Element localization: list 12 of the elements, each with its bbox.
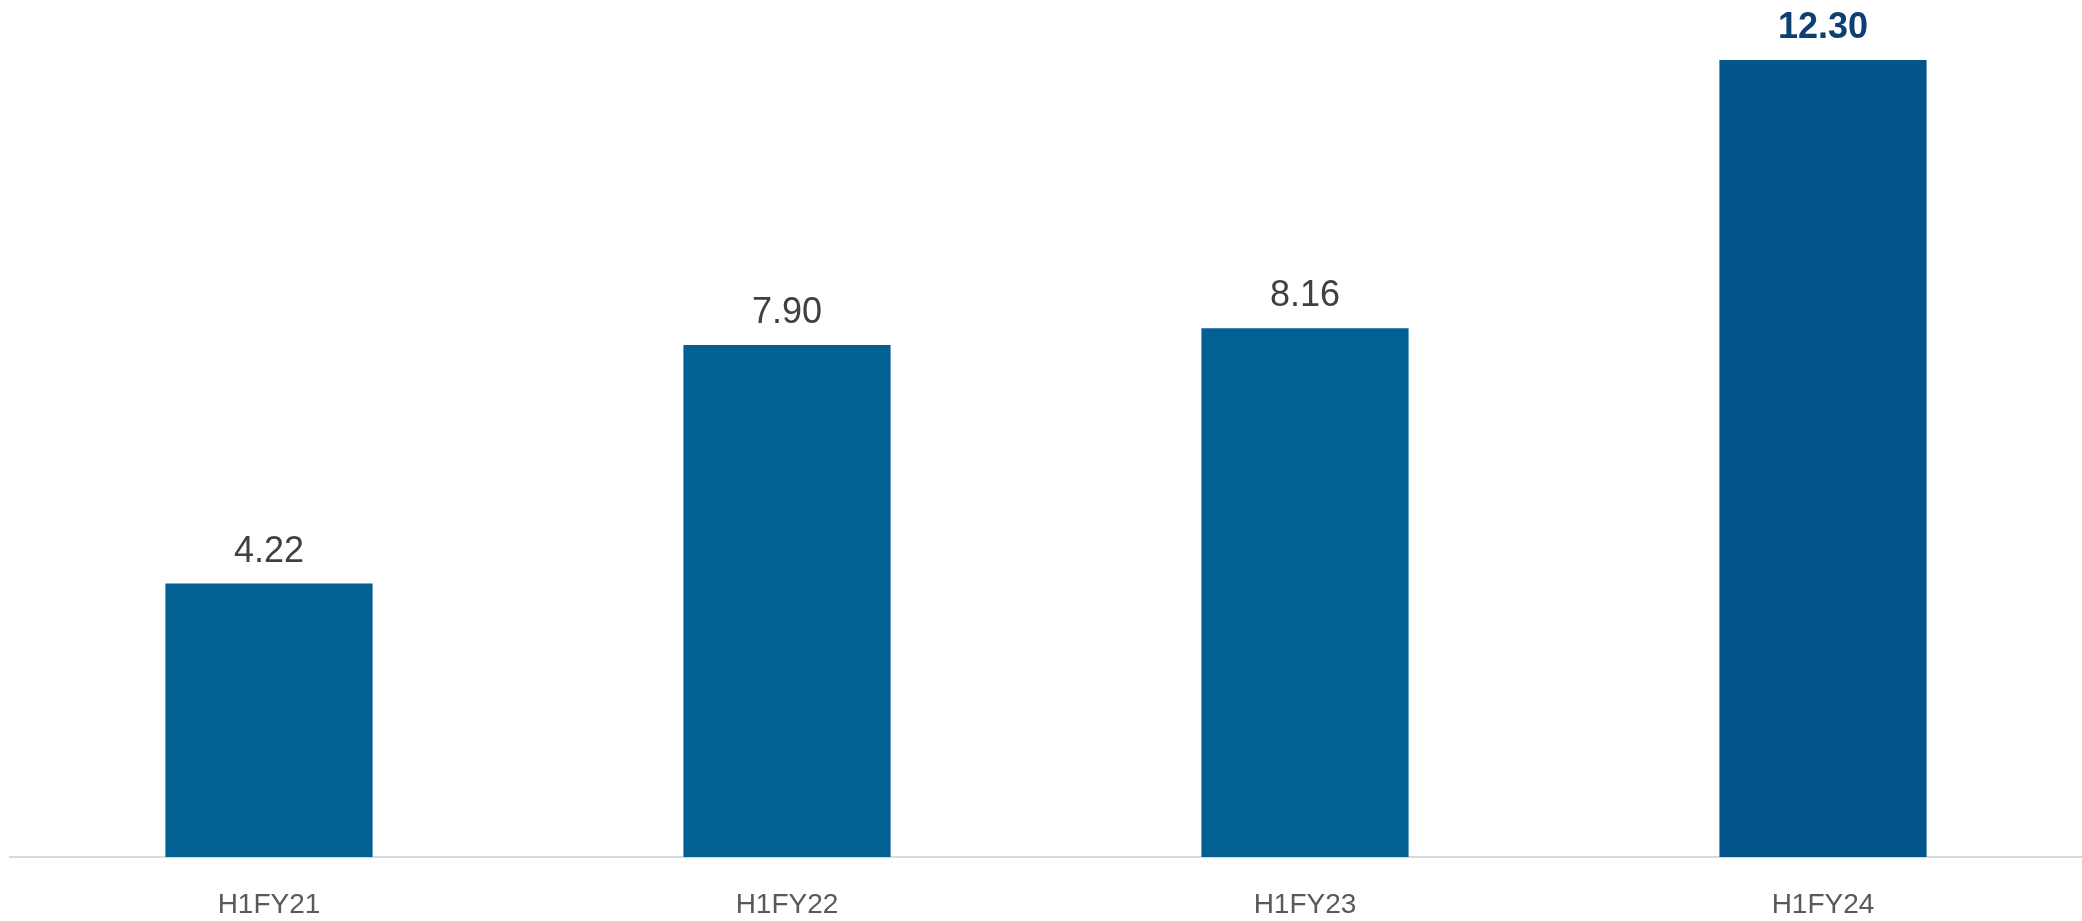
- data-label: 7.90: [751, 290, 823, 332]
- bar: [1719, 60, 1927, 857]
- x-tick-label: H1FY22: [735, 887, 839, 919]
- x-tick-label: H1FY23: [1253, 887, 1357, 919]
- data-label: 12.30: [1777, 5, 1869, 46]
- bar: [1201, 328, 1409, 857]
- data-label: 8.16: [1269, 273, 1341, 315]
- bar: [165, 583, 373, 857]
- x-tick-label: H1FY21: [217, 887, 321, 919]
- bar: [683, 345, 891, 857]
- x-tick-label: H1FY24: [1771, 887, 1875, 919]
- data-label: 4.22: [233, 528, 305, 570]
